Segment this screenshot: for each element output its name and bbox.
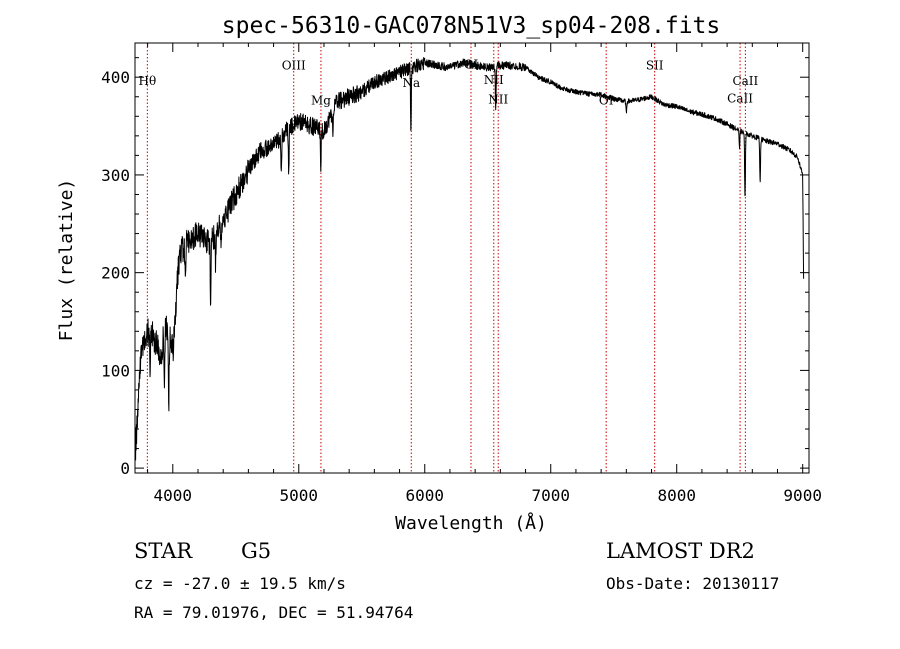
y-tick-label: 400 <box>101 68 130 87</box>
spectrum-line <box>135 57 805 461</box>
line-label: CaII <box>727 92 753 106</box>
survey-name: LAMOST DR2 <box>606 539 755 563</box>
line-label: NII <box>484 73 504 87</box>
x-tick-label: 9000 <box>783 486 822 505</box>
x-tick-label: 8000 <box>657 486 696 505</box>
spectrum-layer <box>135 57 805 461</box>
y-tick-label: 300 <box>101 166 130 185</box>
redshift-readout: cz = -27.0 ± 19.5 km/s <box>134 574 346 593</box>
x-axis: 4000 5000 6000 7000 8000 9000 <box>147 43 822 505</box>
line-label: NII <box>488 93 508 107</box>
object-subclass: G5 <box>241 539 272 563</box>
y-tick-label: 100 <box>101 361 130 380</box>
line-label: CaII <box>732 74 758 88</box>
line-label: SII <box>646 58 664 72</box>
chart-title: spec-56310-GAC078N51V3_sp04-208.fits <box>222 13 721 39</box>
line-label: OIII <box>282 58 306 72</box>
x-tick-label: 4000 <box>154 486 193 505</box>
y-axis-label: Flux (relative) <box>56 179 77 342</box>
x-tick-label: 5000 <box>280 486 319 505</box>
obs-date: Obs-Date: 20130117 <box>606 574 780 593</box>
plot-frame <box>134 42 810 474</box>
x-axis-label: Wavelength (Å) <box>395 512 547 534</box>
coordinates-readout: RA = 79.01976, DEC = 51.94764 <box>134 603 414 622</box>
line-label: Mg <box>311 94 331 108</box>
y-axis: 0 100 200 300 400 <box>101 57 809 478</box>
object-class: STAR <box>134 539 193 563</box>
y-tick-label: 200 <box>101 264 130 283</box>
x-tick-label: 7000 <box>531 486 570 505</box>
line-label: Hθ <box>138 74 156 88</box>
x-tick-label: 6000 <box>405 486 444 505</box>
y-tick-label: 0 <box>120 459 130 478</box>
